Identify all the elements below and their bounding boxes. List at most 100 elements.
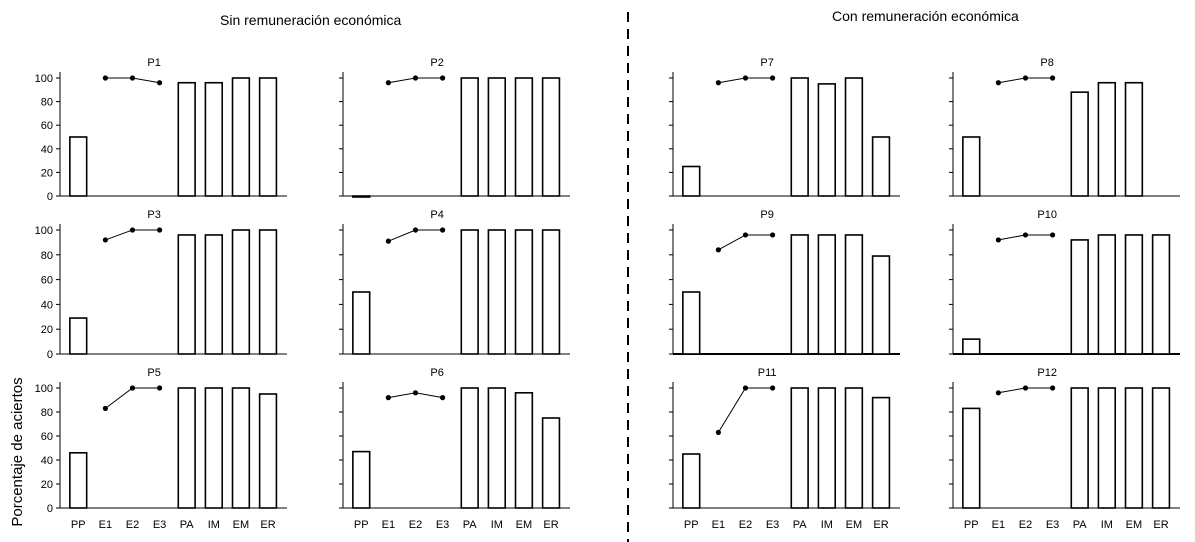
bar-er: [871, 255, 891, 355]
x-tick-label: E2: [739, 519, 752, 531]
panels-group: 0 20 40 60 80 100 P1 P2 0 20 40 60 80 100 P3 P4 0 20 40 60 8…: [35, 57, 1180, 531]
x-tick-label: ER: [260, 519, 275, 531]
trend-line: [105, 387, 160, 409]
bar-pp: [69, 451, 88, 509]
y-tick-label: 20: [41, 167, 53, 179]
point-e1: [102, 405, 108, 411]
bar-im: [204, 81, 224, 197]
point-e3: [769, 385, 776, 391]
point-e1: [995, 390, 1001, 396]
bar-er: [258, 393, 278, 509]
bar-pa: [177, 234, 196, 355]
bar-er: [541, 417, 561, 509]
x-tick-label: PP: [684, 519, 699, 531]
bar-im: [817, 83, 837, 197]
x-tick-label: E2: [409, 519, 422, 531]
x-tick-label: ER: [543, 519, 558, 531]
x-tick-label: IM: [821, 519, 833, 531]
bar-er: [541, 77, 561, 197]
bar-em: [514, 229, 534, 355]
x-tick-label: PP: [354, 519, 369, 531]
point-e2: [742, 232, 749, 238]
bar-pp: [682, 165, 701, 197]
y-tick-label: 0: [47, 191, 53, 203]
panel-label: P1: [147, 57, 160, 69]
panel-p8: P8: [949, 57, 1180, 197]
panel-label: P12: [1037, 367, 1057, 379]
bar-pp: [352, 450, 371, 509]
panel-label: P6: [430, 367, 443, 379]
bar-im: [1097, 81, 1117, 197]
y-tick-label: 60: [41, 275, 53, 287]
bar-er: [1151, 234, 1171, 355]
point-e2: [412, 390, 419, 396]
point-e3: [769, 232, 776, 238]
x-tick-label: EM: [1126, 519, 1143, 531]
point-e2: [129, 227, 136, 233]
x-tick-label: IM: [1101, 519, 1113, 531]
bar-em: [1124, 81, 1144, 197]
point-e1: [385, 80, 391, 86]
bar-em: [1124, 387, 1144, 509]
bar-im: [487, 77, 507, 197]
x-tick-label: PA: [793, 519, 808, 531]
x-tick-label: ER: [1153, 519, 1168, 531]
point-e1: [715, 429, 721, 435]
y-tick-label: 100: [35, 383, 53, 395]
point-e3: [769, 75, 776, 81]
point-e2: [742, 75, 749, 81]
point-e3: [156, 227, 163, 233]
point-e2: [412, 227, 419, 233]
y-tick-label: 40: [41, 144, 53, 156]
y-axis-label: Porcentaje de aciertos: [9, 377, 26, 526]
panel-label: P11: [758, 367, 777, 379]
bar-pp: [352, 195, 371, 198]
point-e3: [439, 395, 446, 401]
x-tick-label: PA: [463, 519, 478, 531]
x-tick-label: E1: [992, 519, 1005, 531]
x-tick-label: EM: [846, 519, 863, 531]
bar-pp: [682, 453, 701, 509]
point-e3: [156, 385, 163, 391]
x-tick-label: E1: [382, 519, 395, 531]
bar-im: [204, 387, 224, 509]
point-e3: [439, 227, 446, 233]
point-e2: [1022, 75, 1029, 81]
bar-pp: [69, 317, 88, 355]
bar-er: [258, 77, 278, 197]
panel-p11: P11 PP E1 E2 E3 PA IM EM ER: [669, 367, 900, 531]
bar-pa: [790, 234, 809, 355]
panel-label: P9: [760, 209, 773, 221]
x-tick-label: PP: [964, 519, 979, 531]
panel-label: P5: [147, 367, 160, 379]
panel-p4: P4: [339, 209, 570, 355]
panel-label: P3: [147, 209, 160, 221]
y-tick-label: 100: [35, 225, 53, 237]
point-e2: [129, 385, 136, 391]
point-e1: [715, 247, 721, 253]
y-tick-label: 80: [41, 97, 53, 109]
x-tick-label: EM: [233, 519, 250, 531]
bar-pa: [460, 77, 479, 197]
point-e3: [1049, 385, 1056, 391]
bar-im: [487, 387, 507, 509]
x-tick-label: E3: [153, 519, 166, 531]
y-tick-label: 0: [47, 349, 53, 361]
bar-em: [844, 77, 864, 197]
bar-er: [1151, 387, 1171, 509]
x-tick-label: E3: [1046, 519, 1059, 531]
bar-em: [231, 387, 251, 509]
point-e1: [102, 75, 108, 81]
bar-im: [487, 229, 507, 355]
panel-p7: P7: [669, 57, 900, 197]
left-section-title: Sin remuneración económica: [220, 12, 402, 28]
x-tick-label: ER: [873, 519, 888, 531]
point-e1: [995, 237, 1001, 243]
x-tick-label: E1: [99, 519, 112, 531]
bar-em: [514, 391, 534, 509]
bar-im: [204, 234, 224, 355]
x-tick-label: E2: [126, 519, 139, 531]
x-tick-label: E2: [1019, 519, 1032, 531]
x-tick-label: PA: [180, 519, 195, 531]
